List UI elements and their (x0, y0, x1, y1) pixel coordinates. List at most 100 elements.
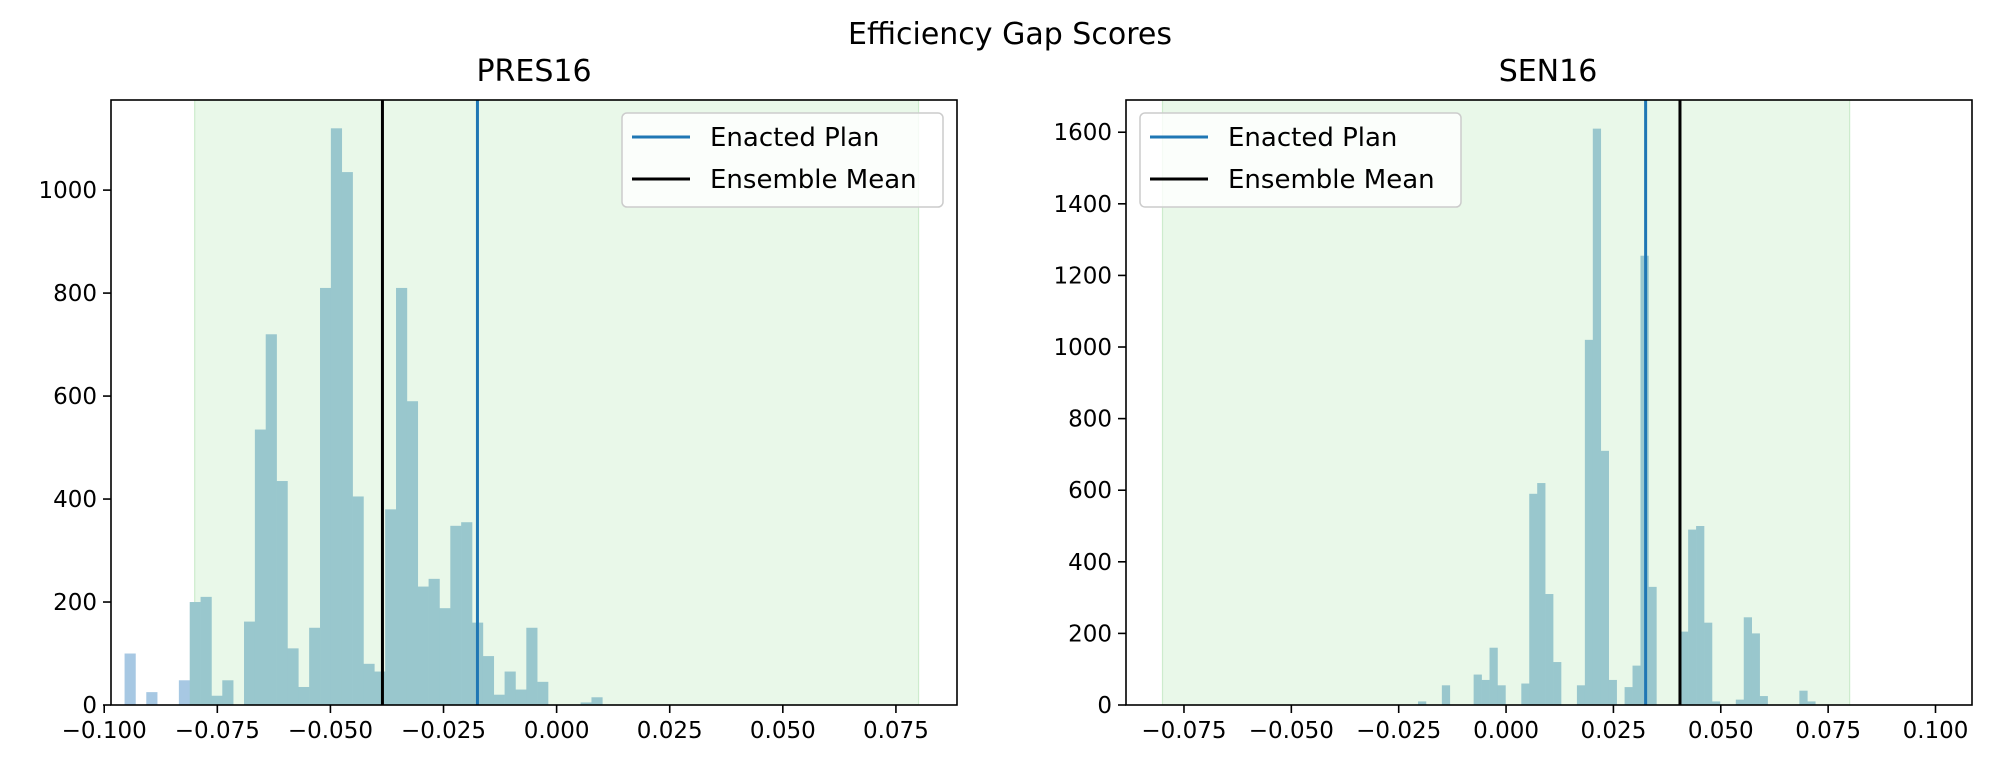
pres16-bar (276, 481, 288, 705)
pres16-bar (124, 653, 136, 705)
sen16-bar (1680, 631, 1689, 705)
sen16-xtick-label: 0.050 (1688, 718, 1754, 744)
pres16-bar (526, 627, 538, 705)
sen16-ytick-label: 1200 (1053, 263, 1112, 289)
pres16-bar (428, 578, 440, 705)
pres16-bar (537, 681, 549, 705)
sen16-bar (1600, 450, 1609, 705)
pres16-xtick-label: −0.100 (62, 718, 147, 744)
pres16-bar (298, 686, 310, 705)
pres16-xtick-label: −0.050 (288, 718, 373, 744)
sen16-bar (1799, 690, 1808, 705)
pres16-xtick-label: −0.025 (401, 718, 486, 744)
sen16-bar (1751, 633, 1760, 705)
sen16-bar (1418, 701, 1427, 705)
sen16-legend-mean-label: Ensemble Mean (1228, 165, 1435, 195)
pres16-bar (385, 509, 397, 705)
pres16-bar (461, 522, 473, 705)
sen16-bar (1473, 674, 1482, 705)
pres16-xtick-label: 0.000 (524, 718, 590, 744)
sen16-bar (1592, 128, 1602, 706)
sen16-xtick-label: 0.000 (1473, 718, 1539, 744)
sen16-ytick-label: 0 (1097, 693, 1112, 719)
sen16-bar (1545, 594, 1554, 705)
sen16-legend-enacted-label: Enacted Plan (1228, 123, 1397, 153)
pres16-bar (320, 287, 332, 705)
pres16-legend: Enacted Plan Ensemble Mean (621, 112, 944, 208)
pres16-bar (146, 692, 158, 705)
sen16-chart: SEN16 −0.075 −0.050 −0.025 0.000 0.025 0.050 0… (1053, 54, 1973, 744)
sen16-bar (1743, 617, 1752, 705)
sen16-bar (1608, 679, 1617, 705)
sen16-bar (1624, 687, 1633, 705)
pres16-bar (211, 695, 223, 705)
pres16-bar (396, 287, 408, 705)
pres16-bar (222, 680, 234, 705)
sen16-bar (1807, 701, 1816, 705)
sen16-ytick-label: 1000 (1053, 335, 1112, 361)
pres16-bar (254, 429, 267, 705)
sen16-bar (1576, 685, 1586, 705)
pres16-ytick-label: 200 (53, 590, 97, 616)
sen16-xtick-label: 0.100 (1903, 718, 1969, 744)
pres16-bar (287, 648, 299, 705)
pres16-bar (352, 496, 364, 705)
pres16-chart: PRES16 −0.100 −0.075 −0.050 −0.025 0.000 0.02… (38, 54, 958, 744)
pres16-bar (493, 694, 505, 705)
pres16-bar (417, 586, 429, 705)
pres16-legend-mean-label: Ensemble Mean (710, 165, 917, 195)
pres16-legend-enacted-label: Enacted Plan (710, 123, 879, 153)
sen16-bar (1489, 647, 1498, 705)
pres16-bar (265, 334, 277, 705)
sen16-axes-frame (1125, 99, 1973, 706)
sen16-bar (1529, 493, 1538, 705)
sen16-bar (1632, 665, 1641, 705)
sen16-bar (1735, 699, 1745, 705)
pres16-bar (309, 627, 321, 705)
sen16-xtick-label: −0.025 (1356, 718, 1441, 744)
sen16-legend: Enacted Plan Ensemble Mean (1139, 112, 1462, 208)
pres16-ytick-label: 0 (82, 693, 97, 719)
sen16-xtick-label: 0.025 (1580, 718, 1646, 744)
pres16-bar (580, 702, 592, 705)
pres16-ytick-label: 800 (53, 281, 97, 307)
pres16-xtick-label: 0.025 (637, 718, 703, 744)
sen16-bar (1704, 622, 1713, 705)
sen16-ytick-label: 200 (1068, 621, 1112, 647)
pres16-bar (200, 596, 212, 705)
sen16-bar (1696, 526, 1705, 705)
sen16-ytick-label: 800 (1068, 407, 1112, 433)
pres16-axes-frame (110, 99, 958, 706)
sen16-ytick-label: 1400 (1053, 192, 1112, 218)
sen16-bar (1441, 685, 1451, 705)
sen16-ytick-label: 400 (1068, 550, 1112, 576)
pres16-bar (244, 621, 256, 705)
sen16-bar (1759, 696, 1768, 705)
pres16-ytick-label: 400 (53, 487, 97, 513)
pres16-xtick-label: 0.050 (750, 718, 816, 744)
sen16-legend-box (1139, 112, 1462, 208)
sen16-bar (1688, 529, 1697, 705)
figure-title: Efficiency Gap Scores (848, 17, 1172, 52)
sen16-bar (1584, 339, 1594, 705)
sen16-xtick-label: −0.075 (1141, 718, 1226, 744)
sen16-ytick-label: 1600 (1053, 120, 1112, 146)
pres16-xtick-label: 0.075 (863, 718, 929, 744)
pres16-bar (406, 401, 419, 705)
pres16-bar (341, 172, 353, 706)
sen16-xtick-label: −0.050 (1249, 718, 1334, 744)
pres16-bar (330, 128, 343, 705)
pres16-bar (374, 671, 386, 705)
pres16-bar (189, 602, 201, 705)
sen16-title: SEN16 (1499, 54, 1598, 89)
pres16-title: PRES16 (476, 54, 591, 89)
pres16-ytick-label: 1000 (38, 178, 97, 204)
pres16-bar (363, 663, 375, 705)
sen16-bar (1553, 662, 1562, 705)
pres16-xtick-label: −0.075 (175, 718, 260, 744)
sen16-bar (1481, 679, 1490, 705)
sen16-bar (1521, 683, 1530, 705)
sen16-bar (1497, 685, 1506, 705)
sen16-bar (1711, 701, 1721, 705)
